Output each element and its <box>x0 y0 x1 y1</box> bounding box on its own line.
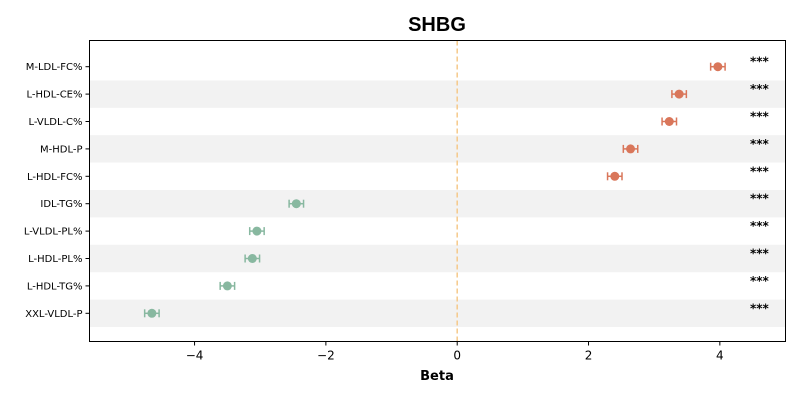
forest-point-m-hdl-p: *** <box>622 137 770 154</box>
y-tick-label: L-HDL-CE% <box>26 90 82 101</box>
point-marker <box>626 144 636 154</box>
point-marker <box>713 62 723 72</box>
significance-label: *** <box>750 247 770 261</box>
significance-label: *** <box>750 301 770 315</box>
row-band <box>89 190 786 218</box>
y-tick-label: L-HDL-TG% <box>27 281 83 292</box>
significance-label: *** <box>750 82 770 96</box>
y-tick-label: IDL-TG% <box>40 199 82 210</box>
row-band <box>89 299 786 327</box>
forest-point-m-ldl-fc-: *** <box>709 55 770 72</box>
y-tick-label: M-LDL-FC% <box>26 62 83 73</box>
point-marker <box>147 308 157 318</box>
x-tick-label: −4 <box>186 349 204 363</box>
forest-point-l-hdl-pl-: *** <box>244 247 770 263</box>
y-tick-label: L-HDL-PL% <box>28 254 82 265</box>
forest-point-l-vldl-c-: *** <box>661 110 770 126</box>
row-bands <box>89 80 786 327</box>
forest-point-l-hdl-ce-: *** <box>671 82 770 99</box>
significance-label: *** <box>750 164 770 178</box>
row-band <box>89 135 786 163</box>
x-tick-label: −2 <box>317 349 335 363</box>
significance-label: *** <box>750 137 770 151</box>
significance-label: *** <box>750 192 770 206</box>
forest-point-l-vldl-pl-: *** <box>248 219 770 236</box>
data-points: *** *** *** *** *** *** *** *** *** *** <box>143 55 770 318</box>
chart-title: SHBG <box>408 14 466 36</box>
significance-label: *** <box>750 219 770 233</box>
y-tick-labels: M-LDL-FC% L-HDL-CE% L-VLDL-C% M-HDL-P L-HDL-… <box>24 62 90 320</box>
x-axis-label: Beta <box>420 369 454 384</box>
x-axis-ticks: −4 −2 0 2 4 <box>186 341 724 363</box>
x-tick-label: 2 <box>585 349 593 363</box>
point-marker <box>674 89 684 99</box>
row-band <box>89 80 786 108</box>
y-tick-label: L-VLDL-C% <box>28 117 82 128</box>
point-marker <box>222 281 232 291</box>
y-tick-label: XXL-VLDL-P <box>25 309 82 320</box>
forest-point-l-hdl-fc-: *** <box>606 164 770 181</box>
x-tick-label: 4 <box>716 349 724 363</box>
point-marker <box>247 254 257 263</box>
point-marker <box>664 117 674 126</box>
significance-label: *** <box>750 55 770 69</box>
y-tick-label: L-VLDL-PL% <box>24 227 83 238</box>
forest-point-idl-tg-: *** <box>288 192 770 209</box>
point-marker <box>610 171 620 181</box>
y-tick-label: M-HDL-P <box>40 144 83 155</box>
significance-label: *** <box>750 110 770 124</box>
y-tick-label: L-HDL-FC% <box>27 172 82 183</box>
row-band <box>89 244 786 273</box>
forest-point-xxl-vldl-p: *** <box>143 301 770 318</box>
point-marker <box>291 199 301 209</box>
plot-frame <box>89 40 786 342</box>
significance-label: *** <box>750 274 770 288</box>
x-tick-label: 0 <box>453 349 461 363</box>
forest-point-l-hdl-tg-: *** <box>219 274 770 291</box>
point-marker <box>252 226 262 236</box>
